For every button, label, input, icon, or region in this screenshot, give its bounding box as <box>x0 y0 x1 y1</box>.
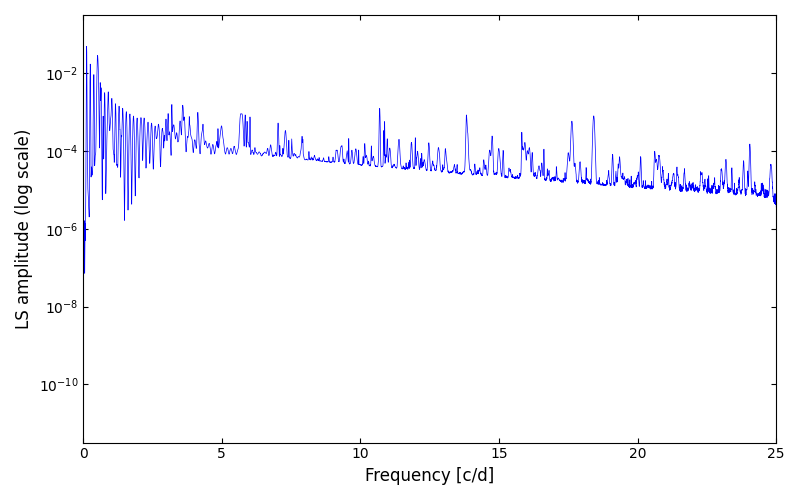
X-axis label: Frequency [c/d]: Frequency [c/d] <box>365 467 494 485</box>
Y-axis label: LS amplitude (log scale): LS amplitude (log scale) <box>15 128 33 329</box>
